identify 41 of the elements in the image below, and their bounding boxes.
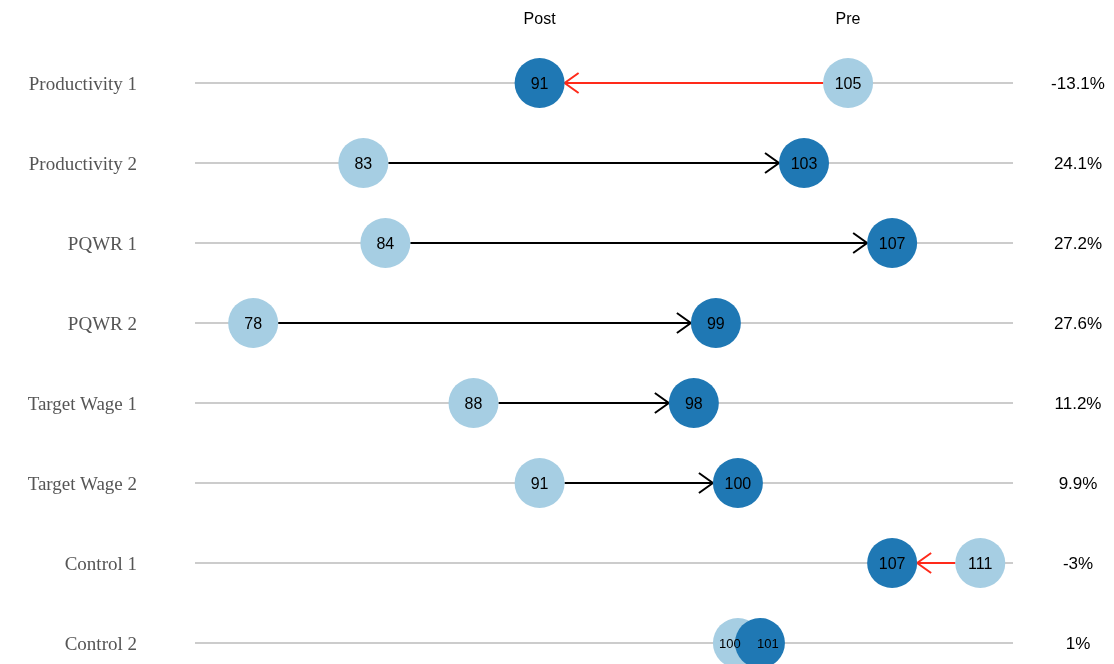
point [514,58,565,108]
data-label: 84 [376,234,395,252]
y-tick-label: PQWR 1 [67,232,137,254]
data-label: 98 [684,394,703,412]
text: 11.2% [1054,393,1102,413]
data-label: 88 [464,394,483,412]
data-label: 100 [724,474,752,492]
data-label: 111 [968,554,993,572]
text: -13.1% [1051,73,1105,93]
text: Post [523,10,557,27]
data-label: 105 [834,74,862,92]
data-label: 91 [530,74,549,92]
y-tick-label: Target Wage 1 [27,392,137,414]
data-label: 99 [706,314,725,332]
text: Pre [835,10,861,27]
text: -3% [1062,553,1094,573]
data-label: 103 [790,154,818,172]
point [360,218,411,268]
text: 9.9% [1058,473,1098,493]
text: 27.2% [1053,233,1103,253]
data-label: 83 [354,154,373,172]
y-tick-label: Control 1 [64,552,137,574]
y-tick-label: Productivity 2 [28,152,137,174]
y-tick-label: Control 2 [64,632,137,654]
text: 27.6% [1053,313,1103,333]
point [338,138,389,188]
y-tick-label: PQWR 2 [67,312,137,334]
data-label: 78 [244,314,263,332]
text: 1% [1065,633,1091,653]
data-label: 107 [878,554,906,572]
data-label: 107 [878,234,906,252]
point [668,378,719,428]
point [690,298,741,348]
text: 24.1% [1053,153,1103,173]
data-label: 91 [530,474,549,492]
y-tick-label: Target Wage 2 [27,472,137,494]
point [448,378,499,428]
point [228,298,279,348]
y-tick-label: Productivity 1 [28,72,137,94]
point [514,458,565,508]
data-label: 101 [757,635,779,651]
